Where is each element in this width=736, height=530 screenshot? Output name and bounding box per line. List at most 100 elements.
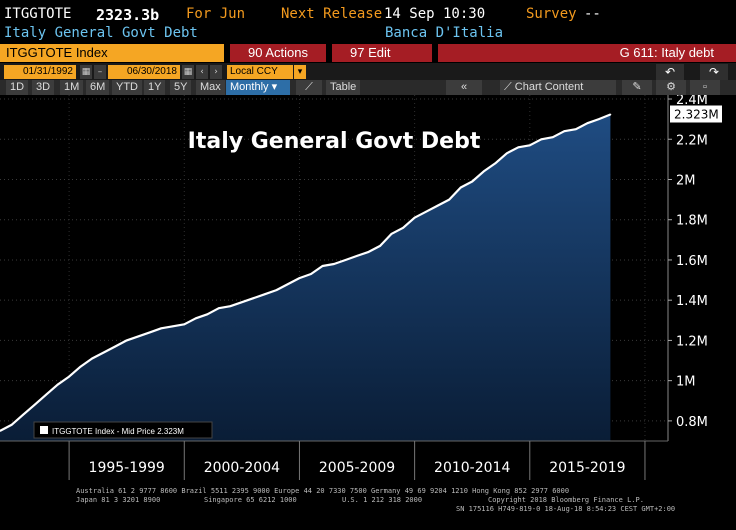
- legend-box: [33, 421, 213, 439]
- period-label: For Jun: [186, 6, 246, 22]
- data-point: [229, 305, 232, 308]
- frequency-select[interactable]: Monthly ▾: [226, 80, 290, 95]
- data-point: [563, 130, 566, 133]
- toolbar-divider: [432, 44, 438, 62]
- series-line: [0, 113, 611, 432]
- data-point: [264, 293, 266, 296]
- end-date-field[interactable]: 06/30/2018: [108, 65, 180, 79]
- data-point: [275, 289, 278, 291]
- data-point: [517, 146, 520, 149]
- data-point: [494, 162, 497, 165]
- data-point: [33, 403, 36, 406]
- y-tick-label: 2.2M: [676, 133, 708, 148]
- range-6m-button[interactable]: 6M: [86, 80, 110, 95]
- data-point: [125, 339, 128, 342]
- data-point: [609, 113, 612, 116]
- data-point: [287, 283, 289, 285]
- data-point: [425, 210, 427, 213]
- line-chart-icon[interactable]: ⟋: [296, 80, 322, 95]
- y-tick-label: 2M: [676, 173, 696, 188]
- next-release-label: Next Release: [281, 6, 383, 22]
- data-point: [171, 325, 174, 328]
- toolbar-divider: [326, 44, 332, 62]
- y-tick-label: 1.4M: [676, 294, 708, 309]
- range-3d-button[interactable]: 3D: [32, 80, 55, 95]
- data-point: [45, 393, 47, 396]
- data-point: [367, 251, 370, 253]
- range-ytd-button[interactable]: YTD: [112, 80, 142, 95]
- footer-copyright: Copyright 2018 Bloomberg Finance L.P.: [488, 496, 644, 504]
- data-point: [436, 204, 439, 207]
- footer: Australia 61 2 9777 8600 Brazil 5511 239…: [0, 485, 736, 530]
- data-point: [528, 144, 531, 147]
- calendar-icon[interactable]: ▦: [80, 65, 92, 79]
- data-point: [344, 259, 347, 261]
- y-tick-label: 1.6M: [676, 254, 708, 269]
- date-controls: 01/31/1992 ▦ – 06/30/2018 ▦ ‹ › Local CC…: [0, 63, 736, 81]
- data-point: [137, 335, 140, 338]
- edit-button[interactable]: 97 Edit: [350, 45, 391, 60]
- undo-icon[interactable]: ↶: [656, 64, 684, 80]
- range-1d-button[interactable]: 1D: [6, 80, 29, 95]
- index-field[interactable]: ITGGTOTE Index: [0, 44, 224, 62]
- currency-select[interactable]: Local CCY: [227, 65, 293, 79]
- edit-icon[interactable]: ✎: [622, 80, 652, 95]
- footer-session: SN 175116 H749-819-0 18-Aug-18 8:54:23 C…: [456, 505, 676, 513]
- data-point: [22, 413, 24, 416]
- footer-japan: Japan 81 3 3201 8900: [76, 496, 161, 504]
- start-date-field[interactable]: 01/31/1992: [4, 65, 76, 79]
- data-point: [0, 430, 1, 432]
- function-toolbar: ITGGTOTE Index 90 Actions 97 Edit G 611:…: [0, 44, 736, 62]
- range-1y-button[interactable]: 1Y: [144, 80, 166, 95]
- data-point: [598, 118, 600, 120]
- data-point: [206, 313, 209, 316]
- debt-chart[interactable]: 0.8M 1M 1.2M 1.4M 1.6M 1.8M 2M 2.2M 2.4M 1995-19…: [0, 95, 736, 485]
- data-point: [10, 424, 13, 426]
- table-button[interactable]: Table: [326, 80, 361, 95]
- x-tick-label: 2010-2014: [434, 460, 510, 476]
- gear-icon[interactable]: ⚙: [656, 80, 686, 95]
- last-value-marker: 2.323M: [670, 105, 722, 123]
- x-tick-label: 2015-2019: [549, 460, 625, 476]
- chart-content-icon: ⟋: [504, 81, 515, 93]
- x-tick-label: 1995-1999: [89, 460, 165, 476]
- legend-label: ITGGTOTE Index - Mid Price 2.323M: [52, 427, 184, 436]
- chevron-down-icon[interactable]: ▾: [294, 65, 306, 79]
- data-point: [194, 317, 197, 320]
- window-menu-icon[interactable]: ▫: [690, 80, 720, 95]
- data-point: [148, 331, 151, 334]
- ticker-label: ITGGTOTE: [4, 6, 72, 22]
- range-max-button[interactable]: Max: [196, 80, 225, 95]
- data-points: [0, 113, 612, 432]
- y-tick-label: 1.2M: [676, 334, 708, 349]
- x-tick-label: 2005-2009: [319, 460, 395, 476]
- data-point: [79, 365, 82, 368]
- data-point: [241, 301, 243, 304]
- data-point: [321, 265, 324, 267]
- chart-content-button[interactable]: ⟋ Chart Content: [500, 80, 616, 95]
- data-point: [102, 351, 105, 354]
- data-point: [217, 307, 220, 310]
- security-description: Italy General Govt Debt: [4, 25, 198, 41]
- data-point: [402, 226, 404, 229]
- range-5y-button[interactable]: 5Y: [170, 80, 192, 95]
- area-fill: [0, 114, 611, 441]
- calendar-icon[interactable]: ▦: [182, 65, 194, 79]
- footer-contacts: Australia 61 2 9777 8600 Brazil 5511 239…: [76, 487, 570, 495]
- y-tick-label: 1.8M: [676, 214, 708, 229]
- range-1m-button[interactable]: 1M: [60, 80, 84, 95]
- chevron-left-icon[interactable]: ‹: [196, 65, 208, 79]
- data-point: [68, 375, 70, 378]
- y-tick-labels: 0.8M 1M 1.2M 1.4M 1.6M 1.8M 2M 2.2M 2.4M: [668, 95, 708, 430]
- collapse-icon[interactable]: «: [446, 80, 482, 95]
- y-tick-label: 2.4M: [676, 95, 708, 108]
- last-value: 2323.3b: [96, 6, 160, 24]
- redo-icon[interactable]: ↷: [700, 64, 728, 80]
- chart-page-label[interactable]: G 611: Italy debt: [619, 45, 714, 60]
- actions-button[interactable]: 90 Actions: [248, 45, 308, 60]
- next-release-value: 14 Sep 10:30: [384, 6, 486, 22]
- chart-title: Italy General Govt Debt: [188, 129, 481, 154]
- chevron-right-icon[interactable]: ›: [210, 65, 222, 79]
- data-point: [379, 245, 381, 247]
- data-point: [91, 357, 93, 360]
